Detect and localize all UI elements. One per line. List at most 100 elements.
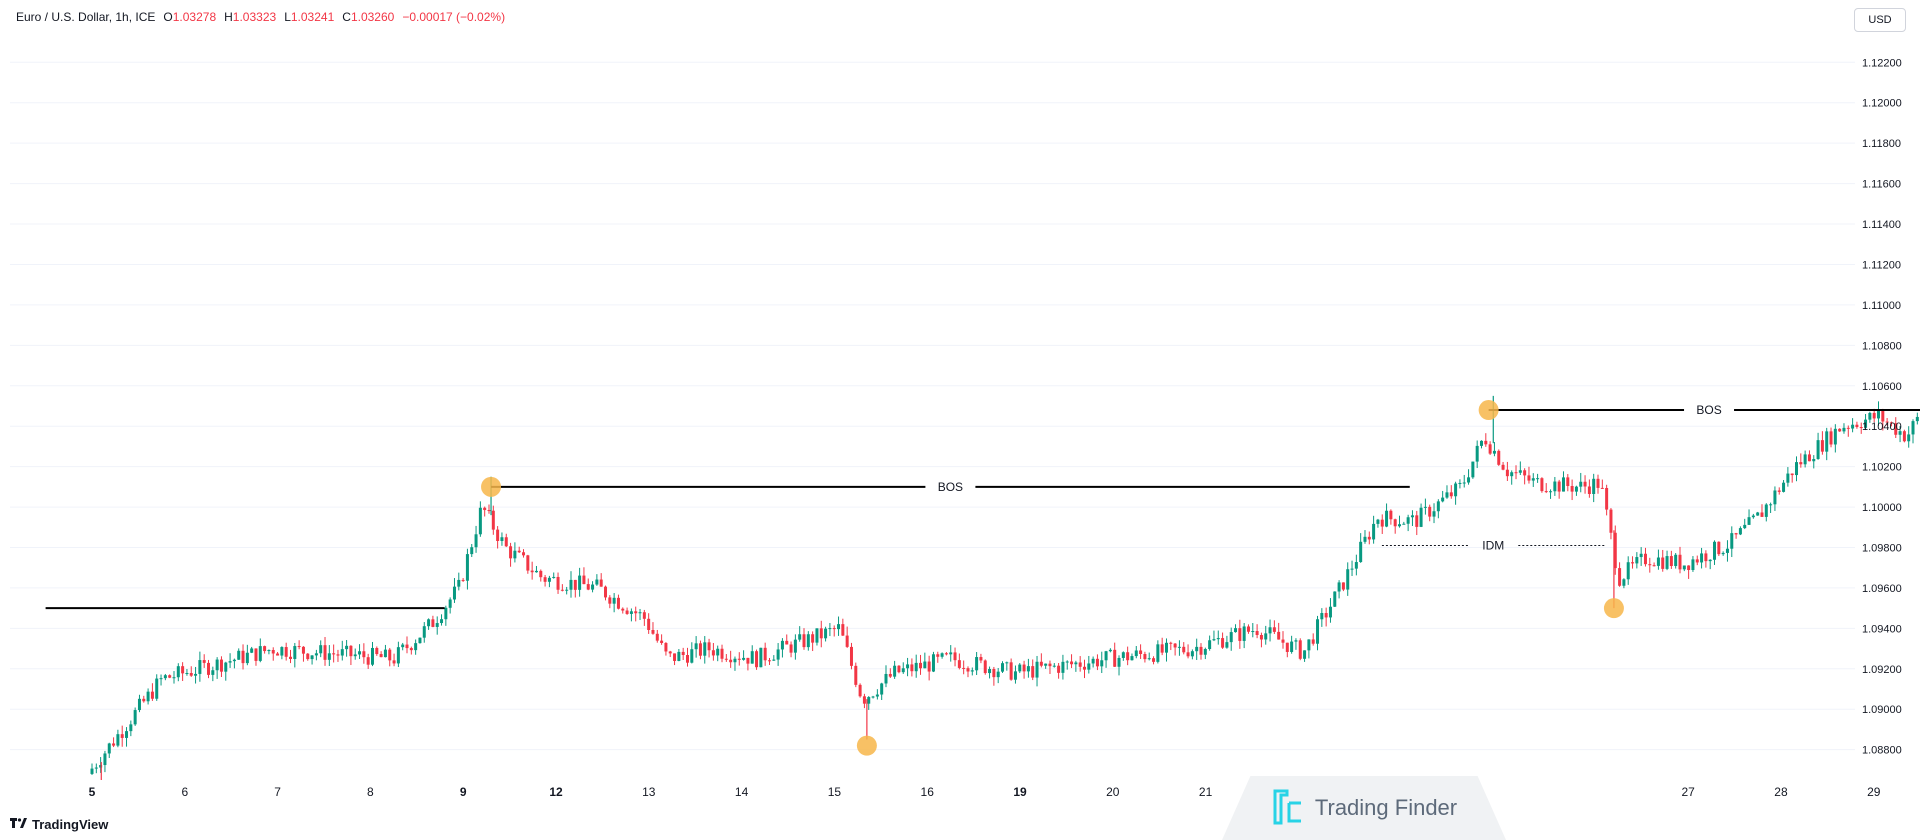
candle-body [651,629,655,634]
candle-body [880,683,884,695]
candle-body [1294,640,1298,642]
candle-body [772,659,776,661]
candle-body [232,659,236,662]
candle-body [1268,627,1272,634]
candle-body [763,647,767,661]
candle-body [517,550,521,553]
candle-body [263,646,267,652]
candle-body [1398,524,1402,527]
candle-body [1095,658,1099,667]
candle-body [1091,658,1095,664]
candle-body [159,678,163,680]
candle-body [539,570,543,578]
candle-body [185,672,189,674]
candle-body [1126,652,1130,661]
candle-body [142,698,146,702]
candle-body [526,555,530,571]
candle-body [1001,663,1005,672]
candle-body [146,691,150,702]
candle-body [1631,562,1635,564]
candle-body [1889,422,1893,424]
candle-body [1031,666,1035,678]
candle-body [1385,510,1389,527]
candle-body [1907,434,1911,442]
candle-body [690,649,694,663]
price-axis[interactable]: 1.12200 1.12000 1.11800 1.11600 1.11400 1.112… [1862,57,1902,756]
y-tick-label: 1.11800 [1862,138,1901,150]
candle-body [1540,478,1544,492]
candle-body [1682,565,1686,570]
open-label: O [163,10,173,24]
candle-body [673,653,677,661]
candle-body [944,653,948,655]
candle-body [310,655,314,660]
candle-body [556,576,560,590]
tradingview-brand[interactable]: TradingView [10,816,108,832]
candle-body [1553,481,1557,492]
candle-body [1574,486,1578,492]
candle-body [1242,626,1246,641]
candle-body [1648,564,1652,566]
candle-body [401,644,405,648]
candle-body [776,649,780,660]
candle-body [1104,651,1108,661]
candle-body [1229,632,1233,643]
candle-body [1583,481,1587,487]
candle-body [267,649,271,652]
candle-body [1881,410,1885,422]
candle-body [258,646,262,661]
low-value: 1.03241 [290,10,335,24]
x-tick-label: 6 [181,785,188,799]
candle-body [914,662,918,672]
idm-label: IDM [1482,538,1504,552]
candle-body [1078,662,1082,667]
candle-body [586,584,590,590]
candle-body [975,657,979,671]
candle-body [288,656,292,659]
candle-body [1147,658,1151,660]
candle-body [1730,533,1734,549]
y-tick-label: 1.12200 [1862,57,1902,69]
candle-body [293,646,297,659]
candle-body [707,642,711,651]
candle-body [440,619,444,624]
candle-body [1894,423,1898,435]
candle-body [1708,559,1712,562]
candle-body [1423,506,1427,508]
candle-body [849,646,853,666]
candle-body [1549,491,1553,493]
candle-body [392,660,396,664]
time-axis[interactable]: 5 6 7 8 9 12 13 14 15 16 19 20 21 27 28 29 [89,785,1881,799]
candle-body [388,649,392,661]
candle-body [1829,431,1833,445]
candle-body [1639,553,1643,558]
candle-body [1419,507,1423,527]
y-tick-label: 1.10800 [1862,340,1902,352]
candle-body [845,635,849,647]
y-tick-label: 1.11400 [1862,219,1901,231]
candle-body [1458,482,1462,484]
y-tick-label: 1.08800 [1862,745,1902,757]
swing-markers [481,400,1624,756]
candle-body [1121,652,1125,658]
candle-body [983,660,987,674]
candle-body [569,579,573,590]
candle-body [1100,660,1104,667]
candle-body [1600,487,1604,489]
y-tick-label: 1.10400 [1862,421,1902,433]
candle-body [1087,663,1091,670]
candle-body [1143,654,1147,660]
candle-body [1846,427,1850,429]
candle-body [591,584,595,590]
candle-body [1717,541,1721,555]
candle-body [1786,473,1790,483]
candle-body [957,660,961,668]
high-label: H [224,10,233,24]
price-axis-background [1855,0,1920,800]
candle-body [996,671,1000,678]
candle-body [1160,644,1164,653]
currency-button[interactable]: USD [1854,8,1906,32]
candle-body [496,529,500,542]
candle-body [862,696,866,704]
